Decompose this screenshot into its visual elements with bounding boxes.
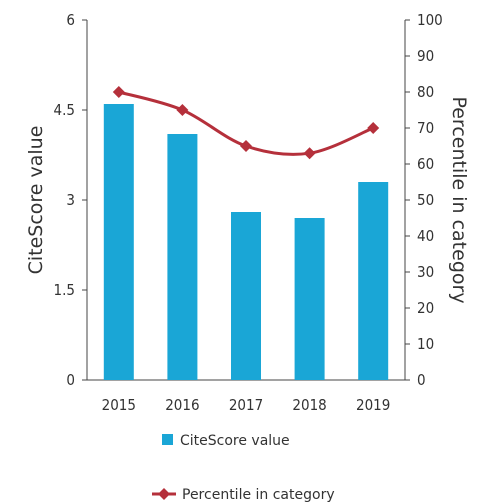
x-tick-label: 2016 (165, 396, 199, 414)
right-tick-label: 90 (417, 47, 434, 65)
x-tick-label: 2018 (292, 396, 326, 414)
percentile-point-2018 (303, 147, 316, 160)
right-tick-label: 10 (417, 335, 434, 353)
line-series (112, 86, 380, 160)
x-axis-ticks: 2015 2016 2017 2018 2019 (102, 396, 391, 414)
bar-2017 (231, 212, 261, 380)
right-tick-label: 0 (417, 371, 426, 389)
y2-axis-title: Percentile in category (448, 96, 470, 303)
x-tick-label: 2019 (356, 396, 390, 414)
left-tick-label: 4.5 (54, 101, 75, 119)
right-tick-label: 40 (417, 227, 434, 245)
right-axis-ticks: 0 10 20 30 40 50 60 70 80 90 100 (405, 11, 443, 389)
x-tick-label: 2015 (102, 396, 136, 414)
left-tick-label: 1.5 (54, 281, 75, 299)
left-tick-label: 0 (66, 371, 75, 389)
percentile-point-2017 (240, 140, 252, 152)
percentile-point-2015 (112, 86, 125, 98)
bar-2015 (103, 104, 134, 380)
x-tick-label: 2017 (229, 396, 263, 414)
legend-line-label: Percentile in category (182, 487, 335, 502)
right-tick-label: 60 (417, 155, 434, 173)
legend-line-marker (158, 488, 170, 500)
legend-bar-swatch (162, 434, 173, 445)
y-axis-title: CiteScore value (25, 126, 47, 275)
legend-bar-label: CiteScore value (180, 433, 290, 449)
bar-2016 (167, 134, 198, 380)
left-tick-label: 3 (66, 191, 75, 209)
right-tick-label: 80 (417, 83, 434, 101)
right-tick-label: 100 (417, 11, 443, 29)
bar-2018 (294, 218, 325, 380)
left-tick-label: 6 (66, 11, 75, 29)
percentile-point-2019 (367, 122, 380, 134)
right-tick-label: 20 (417, 299, 434, 317)
bar-series (103, 104, 389, 380)
right-tick-label: 30 (417, 263, 434, 281)
bar-2019 (358, 182, 389, 380)
left-axis-ticks: 0 1.5 3 4.5 6 (54, 11, 87, 389)
percentile-point-2016 (176, 104, 189, 116)
right-tick-label: 50 (417, 191, 434, 209)
right-tick-label: 70 (417, 119, 434, 137)
